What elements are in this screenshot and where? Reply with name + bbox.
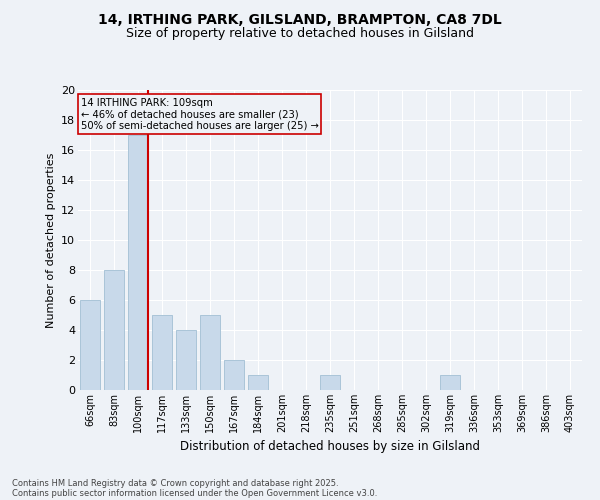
Text: 14 IRTHING PARK: 109sqm
← 46% of detached houses are smaller (23)
50% of semi-de: 14 IRTHING PARK: 109sqm ← 46% of detache… xyxy=(80,98,319,130)
Bar xyxy=(200,315,220,390)
Bar xyxy=(152,315,172,390)
Bar xyxy=(128,135,148,390)
Text: Contains HM Land Registry data © Crown copyright and database right 2025.: Contains HM Land Registry data © Crown c… xyxy=(12,478,338,488)
Bar xyxy=(176,330,196,390)
Bar xyxy=(248,375,268,390)
Bar xyxy=(224,360,244,390)
Bar xyxy=(80,300,100,390)
Bar xyxy=(440,375,460,390)
Bar xyxy=(320,375,340,390)
Text: 14, IRTHING PARK, GILSLAND, BRAMPTON, CA8 7DL: 14, IRTHING PARK, GILSLAND, BRAMPTON, CA… xyxy=(98,12,502,26)
Y-axis label: Number of detached properties: Number of detached properties xyxy=(46,152,56,328)
X-axis label: Distribution of detached houses by size in Gilsland: Distribution of detached houses by size … xyxy=(180,440,480,454)
Text: Size of property relative to detached houses in Gilsland: Size of property relative to detached ho… xyxy=(126,28,474,40)
Bar xyxy=(104,270,124,390)
Text: Contains public sector information licensed under the Open Government Licence v3: Contains public sector information licen… xyxy=(12,488,377,498)
